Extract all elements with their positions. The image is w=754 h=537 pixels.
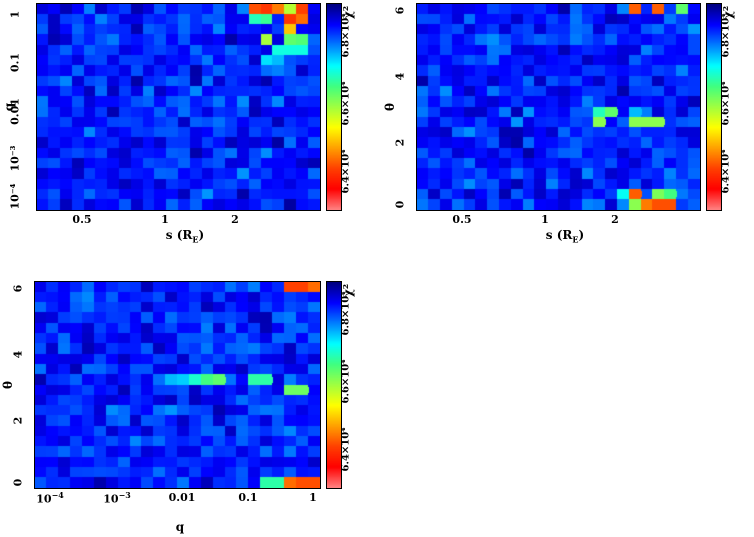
heatmap-canvas-theta-vs-s	[417, 4, 700, 210]
xtick-p2-0: 0.5	[452, 213, 472, 226]
ytick-p1-0: 1	[8, 10, 22, 19]
cbtick-p2-0: 6.8×10⁴	[720, 13, 732, 58]
ylabel-p2: θ	[383, 103, 397, 112]
xtick-p1-1: 1	[161, 213, 169, 226]
colorbar-canvas-p3	[327, 282, 341, 488]
cbtick-p3-0: 6.8×10⁴	[340, 291, 352, 336]
ytick-p1-3: 10⁻³	[8, 145, 22, 172]
panel-theta-vs-s-plot-area	[416, 3, 701, 211]
ylabel-p3: θ	[1, 381, 15, 390]
ytick-p1-1: 0.1	[8, 52, 22, 73]
cbtick-p2-1: 6.6×10⁴	[720, 81, 732, 126]
colorbar-p2	[706, 3, 722, 211]
ytick-p1-4: 10⁻⁴	[8, 183, 22, 210]
ytick-p2-0: 0	[393, 200, 407, 209]
xtick-p3-1: 10−3	[103, 491, 131, 506]
xtick-p1-0: 0.5	[72, 213, 92, 226]
colorbar-canvas-p1	[327, 4, 341, 210]
cbtick-p3-2: 6.4×10⁴	[340, 427, 352, 472]
panel-q-vs-s: 1 0.1 0.01 10⁻³ 10⁻⁴ q 0.5 1 2 s (RE) 6.…	[0, 0, 374, 250]
panel-theta-vs-q-plot-area	[34, 281, 321, 489]
panel-theta-vs-q: 6 4 2 0 θ 10−4 10−3 0.01 0.1 1 q 6.8×10⁴…	[0, 270, 374, 537]
xtick-p3-3: 0.1	[238, 491, 258, 504]
colorbar-p1	[326, 3, 342, 211]
colorbar-title-p3: χ²	[341, 283, 355, 297]
xtick-p2-2: 2	[611, 213, 619, 226]
ytick-p2-3: 6	[393, 6, 407, 15]
panel-q-vs-s-plot-area	[36, 3, 321, 211]
cbtick-p1-0: 6.8×10⁴	[340, 13, 352, 58]
cbtick-p2-2: 6.4×10⁴	[720, 149, 732, 194]
colorbar-p3	[326, 281, 342, 489]
ytick-p3-3: 6	[11, 284, 25, 293]
xtick-p3-0: 10−4	[36, 491, 64, 506]
xtick-p2-1: 1	[541, 213, 549, 226]
ytick-p3-0: 0	[11, 478, 25, 487]
cbtick-p1-2: 6.4×10⁴	[340, 149, 352, 194]
cbtick-p3-1: 6.6×10⁴	[340, 359, 352, 404]
ytick-p2-1: 2	[393, 138, 407, 147]
ytick-p2-2: 4	[393, 72, 407, 81]
xtick-p1-2: 2	[231, 213, 239, 226]
xlabel-p3: q	[175, 520, 185, 534]
xlabel-p2: s (RE)	[545, 228, 585, 245]
xtick-p3-4: 1	[309, 491, 317, 504]
heatmap-canvas-theta-vs-q	[35, 282, 320, 488]
panel-theta-vs-s: 6 4 2 0 θ 0.5 1 2 s (RE) 6.8×10⁴ 6.6×10⁴…	[380, 0, 754, 250]
ylabel-p1: q	[2, 102, 16, 112]
colorbar-canvas-p2	[707, 4, 721, 210]
heatmap-canvas-q-vs-s	[37, 4, 320, 210]
ytick-p3-2: 4	[11, 350, 25, 359]
ytick-p3-1: 2	[11, 416, 25, 425]
colorbar-title-p2: χ²	[721, 5, 735, 19]
cbtick-p1-1: 6.6×10⁴	[340, 81, 352, 126]
colorbar-title-p1: χ²	[341, 5, 355, 19]
xlabel-p1: s (RE)	[165, 228, 205, 245]
xtick-p3-2: 0.01	[168, 491, 196, 504]
